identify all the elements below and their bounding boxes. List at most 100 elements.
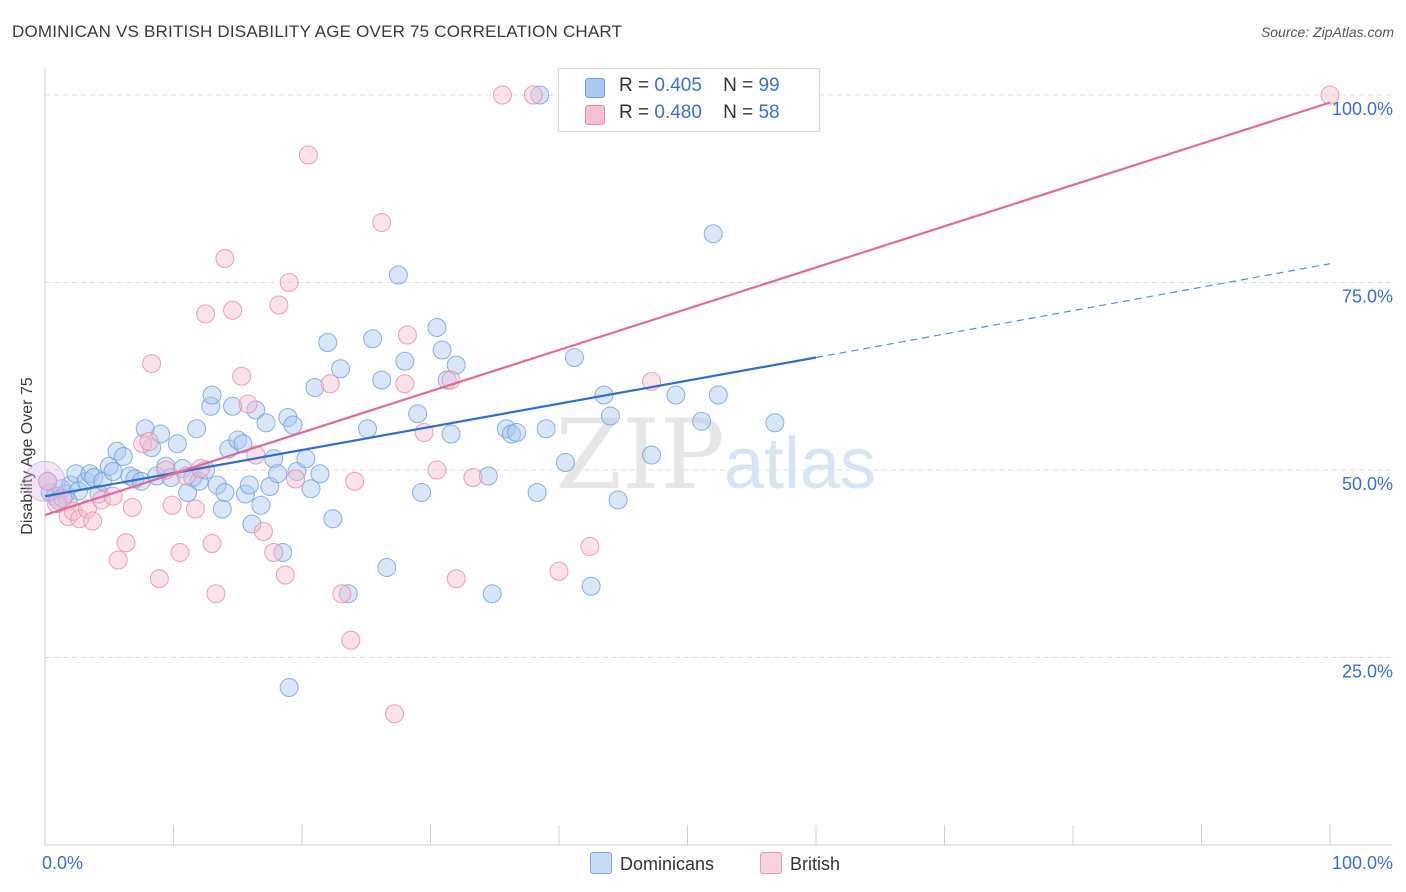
bottom-legend-british: British bbox=[760, 852, 840, 875]
bottom-legend-swatch-dominicans bbox=[590, 852, 612, 874]
data-point-british bbox=[345, 471, 365, 491]
data-point-dominicans bbox=[310, 464, 330, 484]
data-point-british bbox=[492, 85, 512, 105]
data-point-dominicans bbox=[212, 499, 232, 519]
axes bbox=[44, 68, 1392, 846]
data-point-british bbox=[77, 499, 97, 519]
data-point-dominicans bbox=[338, 584, 358, 604]
data-point-dominicans bbox=[482, 584, 502, 604]
data-point-dominicans bbox=[296, 449, 316, 469]
data-point-dominicans bbox=[178, 483, 198, 502]
watermark-atlas: atlas bbox=[724, 424, 876, 504]
data-point-british bbox=[142, 354, 162, 373]
data-point-dominicans bbox=[318, 333, 338, 352]
data-point-dominicans bbox=[251, 495, 271, 515]
data-point-british bbox=[264, 543, 284, 562]
data-point-british bbox=[253, 522, 273, 541]
bottom-legend-dominicans: Dominicans bbox=[590, 852, 714, 875]
legend-r-label: R = bbox=[619, 102, 650, 123]
data-point-dominicans bbox=[536, 419, 556, 439]
watermark-zip: ZIP bbox=[555, 399, 724, 511]
data-point-dominicans bbox=[446, 355, 466, 375]
data-point-dominicans bbox=[408, 404, 428, 424]
data-point-dominicans bbox=[279, 678, 299, 697]
legend-n-value: 99 bbox=[758, 75, 780, 96]
data-point-dominicans bbox=[478, 466, 498, 486]
data-point-dominicans bbox=[507, 423, 527, 442]
data-point-british bbox=[83, 511, 103, 531]
data-point-dominicans bbox=[530, 85, 550, 105]
data-point-british bbox=[286, 469, 306, 489]
data-point-british bbox=[549, 561, 569, 581]
legend-r-value: 0.405 bbox=[654, 75, 702, 96]
source-label: Source: ZipAtlas.com bbox=[1260, 24, 1394, 40]
data-point-dominicans bbox=[527, 483, 547, 502]
chart-title: DOMINICAN VS BRITISH DISABILITY AGE OVER… bbox=[12, 22, 623, 41]
data-point-dominicans bbox=[388, 265, 408, 285]
bottom-legend-label-british: British bbox=[790, 854, 841, 874]
data-point-dominicans bbox=[167, 434, 187, 454]
data-point-british bbox=[523, 85, 543, 105]
data-point-cluster bbox=[24, 460, 66, 502]
data-point-british bbox=[397, 325, 417, 345]
y-tick-label: 25.0% bbox=[1342, 662, 1393, 682]
data-point-british bbox=[580, 537, 600, 556]
data-point-dominicans bbox=[358, 419, 378, 439]
data-point-dominicans bbox=[107, 441, 127, 461]
data-point-dominicans bbox=[202, 385, 222, 405]
data-point-british bbox=[122, 498, 142, 517]
data-point-dominicans bbox=[412, 483, 432, 502]
data-point-dominicans bbox=[246, 400, 266, 420]
data-point-british bbox=[215, 249, 235, 268]
data-point-dominicans bbox=[233, 434, 253, 454]
data-point-british bbox=[202, 534, 222, 553]
data-point-dominicans bbox=[377, 558, 397, 577]
data-point-dominicans bbox=[99, 456, 119, 476]
data-point-british bbox=[162, 495, 182, 515]
bottom-legend-label-dominicans: Dominicans bbox=[620, 854, 715, 874]
data-point-dominicans bbox=[372, 370, 392, 390]
legend-n-label: N = bbox=[723, 75, 754, 96]
y-tick-label: 50.0% bbox=[1342, 474, 1393, 494]
data-point-dominicans bbox=[496, 419, 516, 439]
data-point-british bbox=[232, 366, 252, 386]
legend-n-value: 58 bbox=[758, 102, 780, 123]
bottom-legend-swatch-british bbox=[760, 852, 782, 874]
data-point-british bbox=[279, 273, 299, 292]
legend-swatch-british bbox=[585, 105, 605, 125]
data-point-dominicans bbox=[555, 453, 575, 472]
data-point-british bbox=[341, 630, 361, 650]
data-point-dominicans bbox=[223, 396, 243, 416]
data-point-british bbox=[139, 432, 159, 451]
data-point-dominicans bbox=[363, 329, 383, 349]
data-point-dominicans bbox=[432, 340, 452, 360]
x-tick-label: 0.0% bbox=[42, 853, 83, 873]
legend-n-label: N = bbox=[723, 102, 754, 123]
data-point-dominicans bbox=[283, 415, 303, 435]
data-point-british bbox=[170, 543, 190, 562]
data-point-dominicans bbox=[268, 464, 288, 484]
data-point-dominicans bbox=[239, 475, 259, 495]
data-point-dominicans bbox=[642, 445, 662, 465]
data-point-british bbox=[275, 565, 295, 585]
data-point-dominicans bbox=[666, 385, 686, 405]
trendlines bbox=[44, 101, 1331, 517]
data-point-british bbox=[298, 145, 318, 165]
legend-r-label: R = bbox=[619, 75, 650, 96]
data-point-british bbox=[320, 374, 340, 394]
legend-r-value: 0.480 bbox=[654, 102, 702, 123]
data-point-dominicans bbox=[305, 378, 325, 397]
data-point-dominicans bbox=[187, 419, 207, 439]
data-point-dominicans bbox=[228, 430, 248, 450]
tick-labels: 25.0% 50.0% 75.0% 100.0% 0.0% 100.0% bbox=[42, 99, 1393, 873]
data-point-dominicans bbox=[135, 419, 155, 439]
data-point-dominicans bbox=[323, 509, 343, 529]
data-point-dominicans bbox=[427, 318, 447, 337]
data-point-british bbox=[206, 584, 226, 604]
trendline-extension-dominicans bbox=[815, 263, 1331, 359]
data-point-dominicans bbox=[242, 514, 262, 534]
data-point-dominicans bbox=[564, 348, 584, 367]
legend-swatch-dominicans bbox=[585, 78, 605, 98]
data-point-british bbox=[196, 304, 216, 324]
